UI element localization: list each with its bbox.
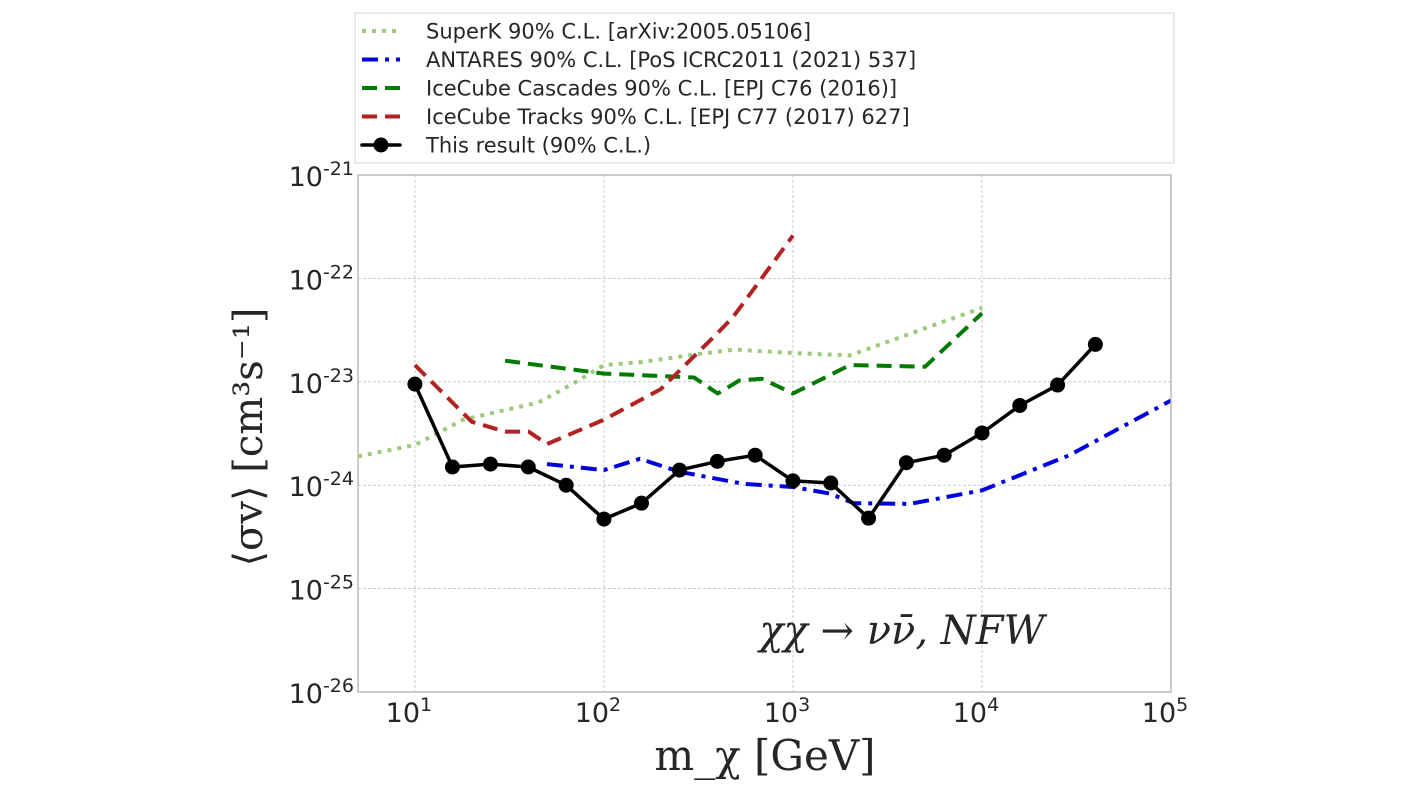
legend-item: IceCube Cascades 90% C.L. [EPJ C76 (2016… <box>362 77 897 101</box>
legend-label: ANTARES 90% C.L. [PoS ICRC2011 (2021) 53… <box>426 48 916 72</box>
series-line <box>413 234 795 447</box>
y-tick-base: 10 <box>289 679 323 710</box>
y-tick-label: 10-23 <box>289 365 354 400</box>
data-point <box>633 495 649 511</box>
x-tick-exponent: 4 <box>987 694 999 716</box>
data-point <box>936 447 952 463</box>
x-tick-base: 10 <box>386 698 420 729</box>
x-tick-base: 10 <box>764 698 798 729</box>
legend-item: This result (90% C.L.) <box>360 134 651 158</box>
y-tick-label: 10-22 <box>289 261 354 296</box>
data-point <box>898 455 914 471</box>
y-tick-exponent: -25 <box>323 572 354 594</box>
x-tick-label: 102 <box>575 694 621 729</box>
y-tick-exponent: -26 <box>323 675 354 697</box>
plot-background <box>358 175 1171 692</box>
y-tick-exponent: -21 <box>323 158 354 180</box>
data-point <box>671 462 687 478</box>
data-point <box>823 475 839 491</box>
y-tick-base: 10 <box>289 472 323 503</box>
x-tick-exponent: 3 <box>798 694 810 716</box>
legend-label: IceCube Tracks 90% C.L. [EPJ C77 (2017) … <box>426 105 910 129</box>
legend-label: This result (90% C.L.) <box>425 134 651 158</box>
series-icecube-cascades <box>504 311 984 396</box>
data-point <box>747 447 763 463</box>
data-point <box>974 425 990 441</box>
legend-label: IceCube Cascades 90% C.L. [EPJ C76 (2016… <box>426 77 897 101</box>
legend-marker <box>373 137 389 153</box>
x-tick-exponent: 5 <box>1176 694 1188 716</box>
data-point <box>1012 397 1028 413</box>
x-tick-label: 101 <box>386 694 432 729</box>
legend-item: SuperK 90% C.L. [arXiv:2005.05106] <box>362 20 811 44</box>
data-point <box>596 511 612 527</box>
x-tick-labels: 101 102 103 104 105 <box>386 694 1189 729</box>
legend-item: IceCube Tracks 90% C.L. [EPJ C77 (2017) … <box>362 105 910 129</box>
data-point <box>407 376 423 392</box>
x-axis-label: m_χ [GeV] <box>654 731 875 780</box>
legend-frame <box>354 12 1175 164</box>
y-tick-base: 10 <box>289 369 323 400</box>
y-tick-label: 10-25 <box>289 572 354 607</box>
y-tick-exponent: -22 <box>323 261 354 283</box>
series-superk-90 <box>357 305 983 459</box>
data-point <box>1050 377 1066 393</box>
data-point <box>482 456 498 472</box>
y-tick-label: 10-26 <box>289 675 354 710</box>
series-icecube-tracks <box>413 234 795 447</box>
series-this-result <box>407 336 1103 527</box>
y-tick-exponent: -23 <box>323 365 354 387</box>
data-point <box>444 459 460 475</box>
data-point <box>558 477 574 493</box>
x-tick-base: 10 <box>1142 698 1176 729</box>
legend-item: ANTARES 90% C.L. [PoS ICRC2011 (2021) 53… <box>362 48 916 72</box>
y-tick-base: 10 <box>289 162 323 193</box>
plot-area <box>357 174 1172 693</box>
x-tick-base: 10 <box>575 698 609 729</box>
legend-label: SuperK 90% C.L. [arXiv:2005.05106] <box>426 20 811 44</box>
series-line <box>504 311 984 396</box>
series-layer <box>357 234 1172 527</box>
series-line <box>357 305 983 459</box>
y-tick-exponent: -24 <box>323 468 354 490</box>
data-point <box>1087 336 1103 352</box>
plot-frame <box>357 174 1172 693</box>
data-point <box>709 453 725 469</box>
x-tick-label: 105 <box>1142 694 1188 729</box>
y-tick-label: 10-21 <box>289 158 354 193</box>
x-tick-label: 104 <box>953 694 999 729</box>
x-tick-exponent: 1 <box>420 694 432 716</box>
data-point <box>785 473 801 489</box>
x-tick-label: 103 <box>764 694 810 729</box>
y-tick-base: 10 <box>289 265 323 296</box>
x-tick-exponent: 2 <box>609 694 621 716</box>
grid <box>358 175 1171 692</box>
y-axis-label: ⟨σv⟩ [cm³s⁻¹] <box>226 307 272 566</box>
data-point <box>520 459 536 475</box>
y-tick-base: 10 <box>289 576 323 607</box>
data-point <box>861 510 877 526</box>
y-tick-label: 10-24 <box>289 468 354 503</box>
legend: SuperK 90% C.L. [arXiv:2005.05106] ANTARE… <box>354 12 1175 164</box>
annotation-text: χχ → νν̄, NFW <box>756 608 1047 654</box>
x-tick-base: 10 <box>953 698 987 729</box>
